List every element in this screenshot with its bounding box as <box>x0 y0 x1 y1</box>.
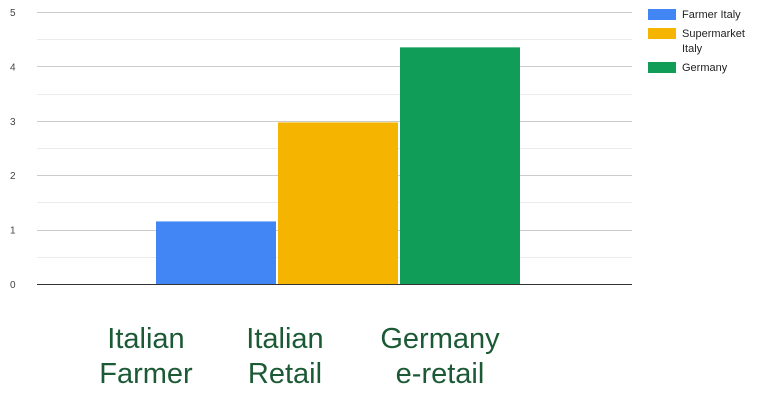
legend-label: Germany <box>682 62 728 74</box>
legend: Farmer Italy Supermarket Italy Germany <box>648 8 774 80</box>
legend-label: Farmer Italy <box>682 9 741 21</box>
bar-farmer-italy <box>156 221 276 284</box>
y-tick-label: 3 <box>10 117 16 128</box>
bar-germany <box>400 47 520 284</box>
legend-swatch <box>648 28 676 39</box>
y-tick-label: 4 <box>10 62 16 73</box>
bars <box>156 47 520 284</box>
y-axis-ticks: 0 1 2 3 4 5 <box>10 8 16 291</box>
legend-label: Supermarket Italy <box>682 28 745 55</box>
legend-swatch <box>648 9 676 20</box>
category-labels: Italian Farmer Italian Retail Germany e-… <box>0 322 778 402</box>
legend-item-germany: Germany <box>648 61 774 76</box>
y-tick-label: 0 <box>10 280 16 291</box>
category-label-italian-retail: Italian Retail <box>246 323 324 390</box>
legend-swatch <box>648 62 676 73</box>
legend-item-supermarket-italy: Supermarket Italy <box>648 27 774 57</box>
bar-supermarket-italy <box>278 122 398 284</box>
y-tick-label: 5 <box>10 8 16 19</box>
legend-item-farmer-italy: Farmer Italy <box>648 8 774 23</box>
y-tick-label: 1 <box>10 226 16 237</box>
category-label-italian-farmer: Italian Farmer <box>99 323 193 390</box>
category-label-germany-e-retail: Germany e-retail <box>380 323 500 390</box>
y-tick-label: 2 <box>10 171 16 182</box>
